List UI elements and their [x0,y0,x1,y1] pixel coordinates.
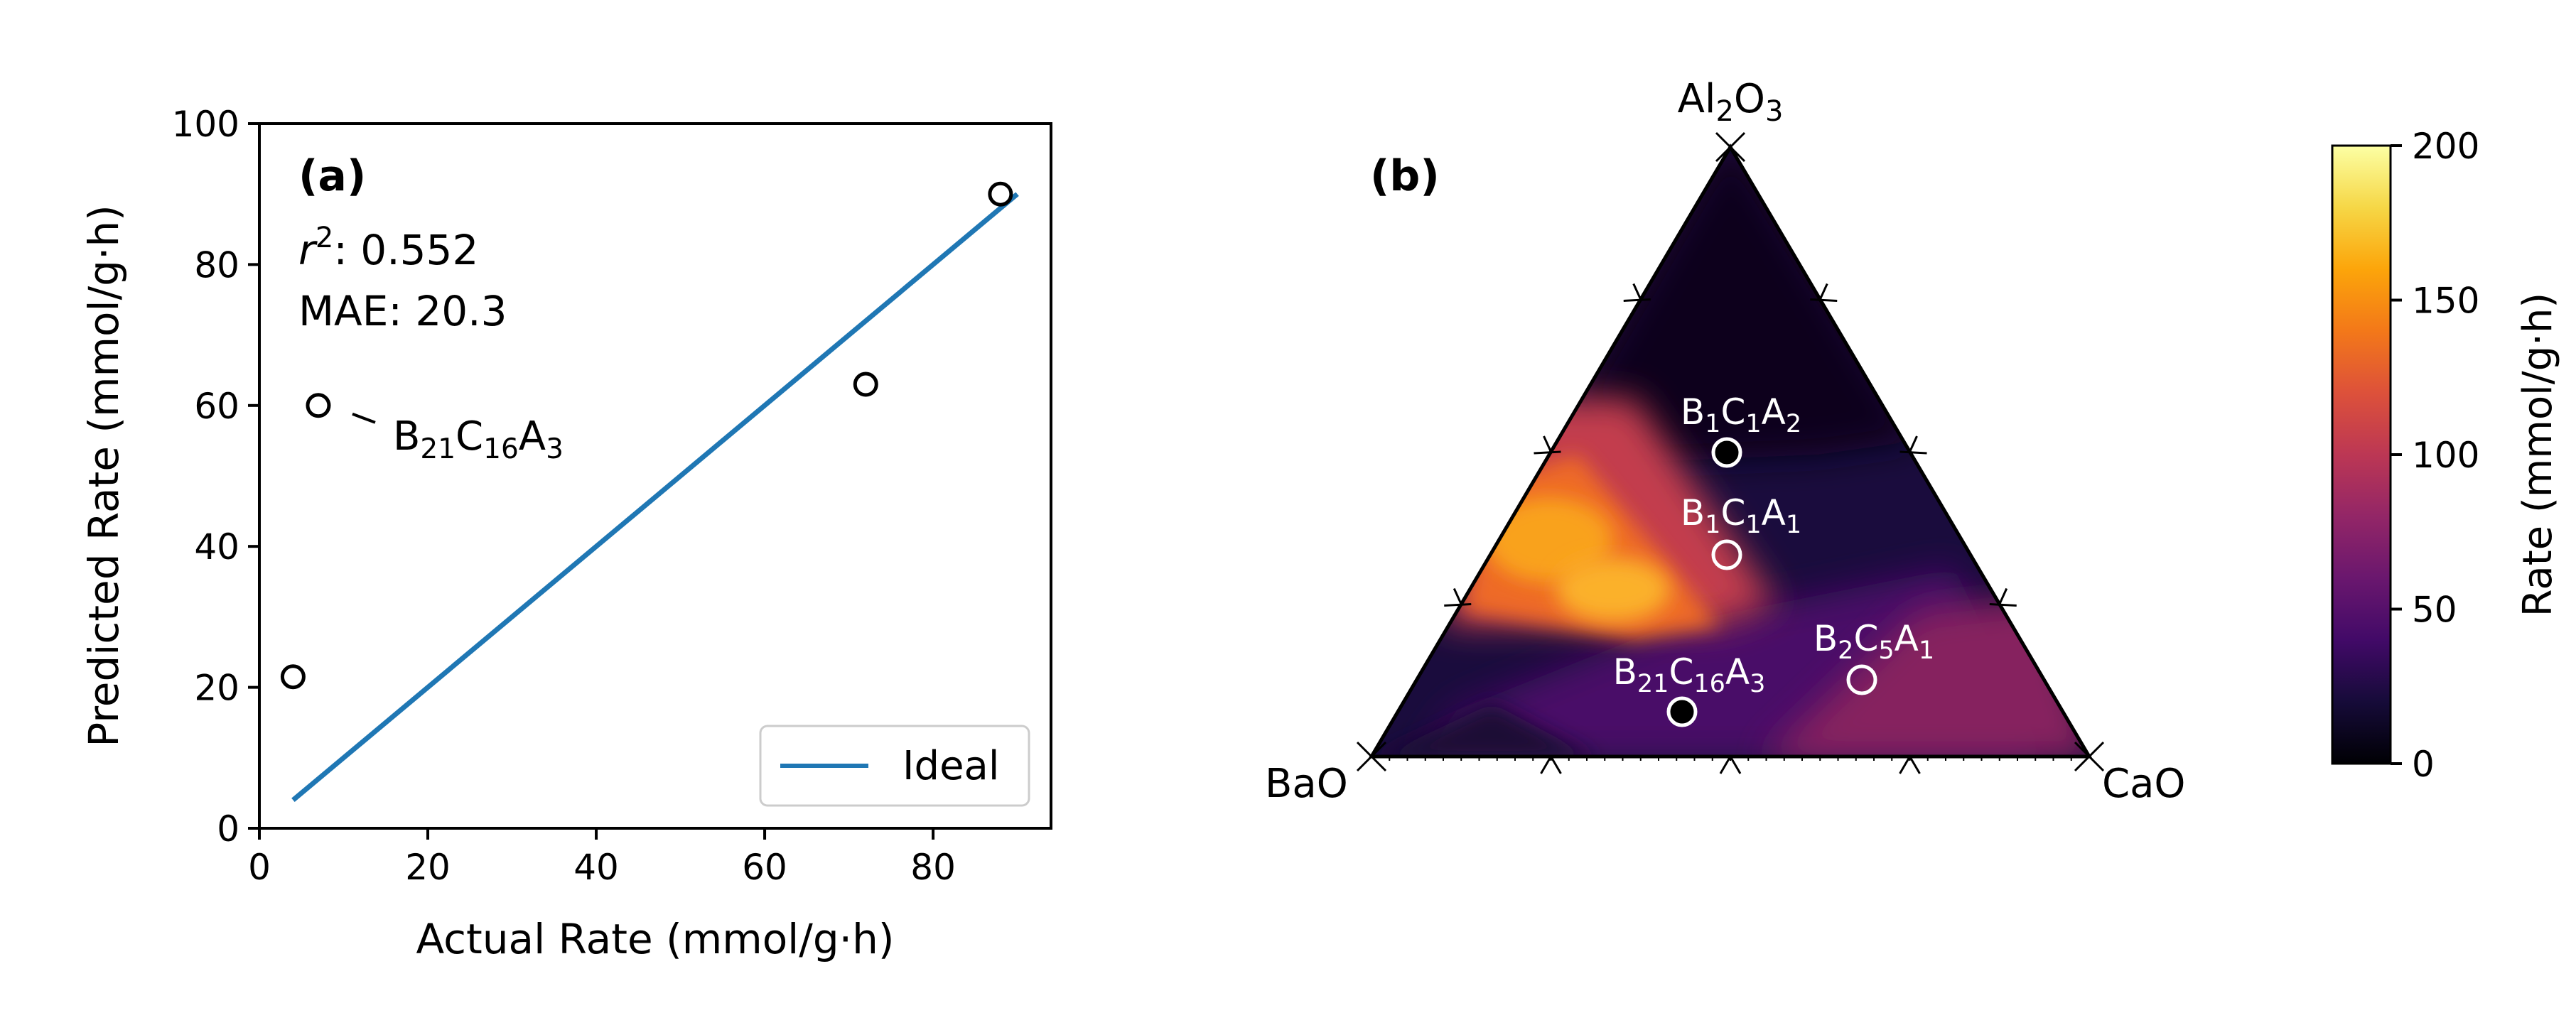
ternary-points: B1C1A2 B1C1A1 B2C5A1 B21C16A3 [1613,391,1934,727]
ternary-tick [1623,298,1651,302]
scatter-point [988,181,1013,207]
x-tick-label: 60 [742,847,787,888]
ternary-point [1711,437,1742,468]
colorbar-tick-label: 150 [2412,281,2479,322]
colorbar-ticks: 0 50 100 150 200 [2391,126,2479,785]
panel-b-ternary: B1C1A2 B1C1A1 B2C5A1 B21C16A3 Al2O3 BaO CaO… [1265,76,2186,807]
ternary-tick [1998,587,2008,605]
vertex-label-top: Al2O3 [1678,76,1784,128]
x-ticks-a: 0 20 40 60 80 [248,828,956,888]
ternary-point [1711,539,1742,570]
ternary-tick [1818,283,1828,300]
colorbar-tick-label: 0 [2412,744,2435,785]
ternary-tick [2074,741,2105,772]
r2-value: 0.552 [360,226,478,274]
legend-ideal-label: Ideal [902,743,999,789]
legend-box [759,725,1030,807]
ternary-tick [1899,756,1911,774]
heatmap-hotspot-2 [1556,558,1670,622]
ternary-tick [1453,587,1462,605]
ternary-tick [1715,131,1746,163]
heatmap-magenta [1762,597,2089,757]
ternary-tick [1632,283,1642,300]
ternary-tick [1540,756,1552,774]
x-tick-label: 40 [573,847,619,888]
ternary-tick [1909,435,1918,452]
ternary-tick [1719,756,1732,774]
ternary-tick [1444,603,1472,607]
scatter-point [280,664,306,690]
points-a: B21C16A3 [280,181,1013,690]
ternary-tick [1989,603,2017,607]
ternary-point-label: B21C16A3 [1613,651,1766,698]
colorbar-label: Rate (mmol/g·h) [2515,293,2561,617]
scatter-point [853,372,878,397]
colorbar-gradient [2331,144,2392,765]
y-tick-label: 0 [217,808,239,850]
ideal-line [291,192,1019,803]
x-tick-label: 0 [248,847,271,888]
heatmap-bottom-dark [1371,703,1599,757]
panel-a-scatter: 0 20 40 60 80 0 20 40 60 80 100 B21C16A3 (a) r2: … [80,104,1052,963]
legend-a: Ideal [759,725,1030,807]
annotation-leader [352,412,376,424]
y-tick-label: 100 [172,104,239,145]
x-tick-label: 20 [405,847,451,888]
ternary-ticks [1356,131,2105,774]
panel-label-b: (b) [1370,151,1440,201]
y-tick-label: 60 [194,386,239,427]
ternary-point-label: B1C1A2 [1681,391,1801,438]
y-ticks-a: 0 20 40 60 80 100 [172,104,259,850]
ternary-tick [1356,741,1387,772]
y-axis-label-a: Predicted Rate (mmol/g·h) [80,205,128,747]
mae-stat: MAE: 20.3 [298,287,507,335]
colorbar-tick-label: 50 [2412,590,2457,631]
ternary-tick [1810,298,1838,302]
colorbar-tick-label: 200 [2412,126,2479,167]
x-tick-label: 80 [910,847,956,888]
r2-stat: r2: 0.552 [298,222,478,274]
heatmap-hotspot-1 [1485,497,1613,582]
colorbar: 0 50 100 150 200 Rate (mmol/g·h) [2331,126,2561,785]
ternary-point [1666,696,1698,727]
ternary-tick [1899,450,1927,455]
colorbar-tick-label: 100 [2412,435,2479,476]
y-tick-label: 20 [194,668,239,709]
vertex-label-right: CaO [2102,761,2186,807]
x-axis-label-a: Actual Rate (mmol/g·h) [416,915,895,963]
point-annotation: B21C16A3 [393,413,564,465]
series-lines-a [291,192,1019,803]
ternary-point [1846,664,1877,695]
ternary-tick [1550,756,1562,774]
axes-frame-a [258,122,1052,830]
heatmap-dark-top [1578,147,1919,462]
r2-superscript: 2 [316,222,333,254]
ternary-tick [1543,435,1552,452]
scatter-point [306,393,331,418]
ternary-point-label: B1C1A1 [1681,492,1801,539]
r2-symbol: r [298,226,318,274]
ternary-tick [1534,450,1561,455]
y-tick-label: 80 [194,244,239,286]
y-tick-label: 40 [194,526,239,568]
ternary-tick [1729,756,1742,774]
panel-label-a: (a) [298,151,366,201]
ternary-tick [1909,756,1921,774]
ternary-point-label: B2C5A1 [1814,618,1934,665]
vertex-label-left: BaO [1265,761,1348,807]
